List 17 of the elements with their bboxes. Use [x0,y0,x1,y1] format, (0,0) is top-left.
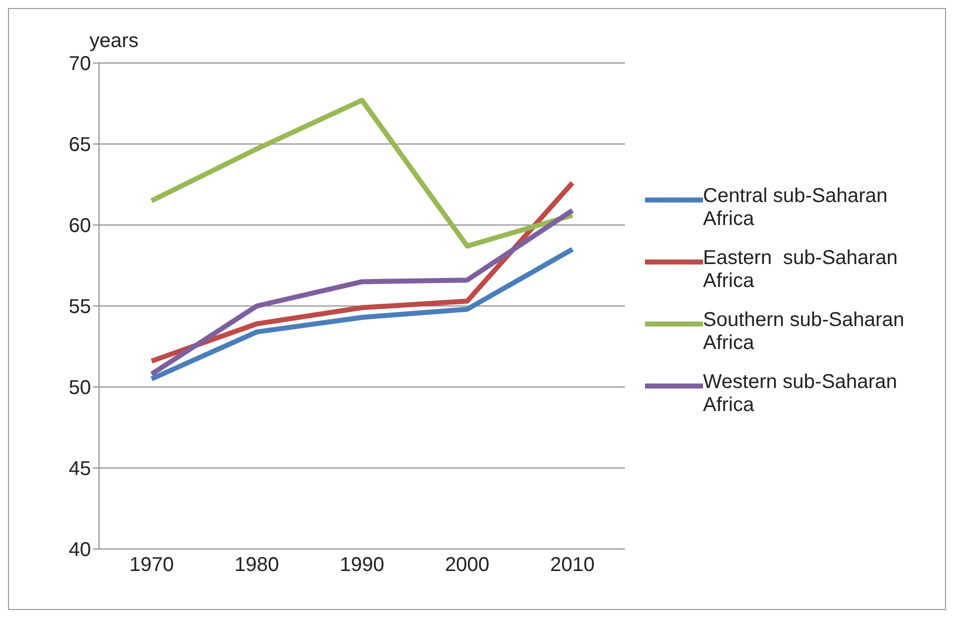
y-tick-label: 40 [68,539,91,562]
legend-label: Central sub-Saharan Africa [703,185,889,231]
x-tick-label: 1970 [129,554,174,576]
legend-label: Southern sub-Saharan Africa [703,309,906,355]
y-tick-label: 45 [68,458,91,480]
x-tick-label: 2010 [550,554,595,576]
y-tick-label: 55 [68,296,91,318]
y-tick-label: 70 [68,53,91,76]
x-tick-label: 1990 [340,554,384,576]
y-axis-title: years [90,30,138,52]
legend-label: Eastern sub-Saharan Africa [703,247,899,293]
x-tick-label: 2000 [444,554,490,576]
y-tick-label: 50 [68,377,91,400]
y-tick-label: 60 [68,215,91,238]
x-tick-label: 1980 [234,554,280,576]
y-tick-label: 65 [68,134,91,156]
legend-label: Western sub-Saharan Africa [703,371,898,417]
